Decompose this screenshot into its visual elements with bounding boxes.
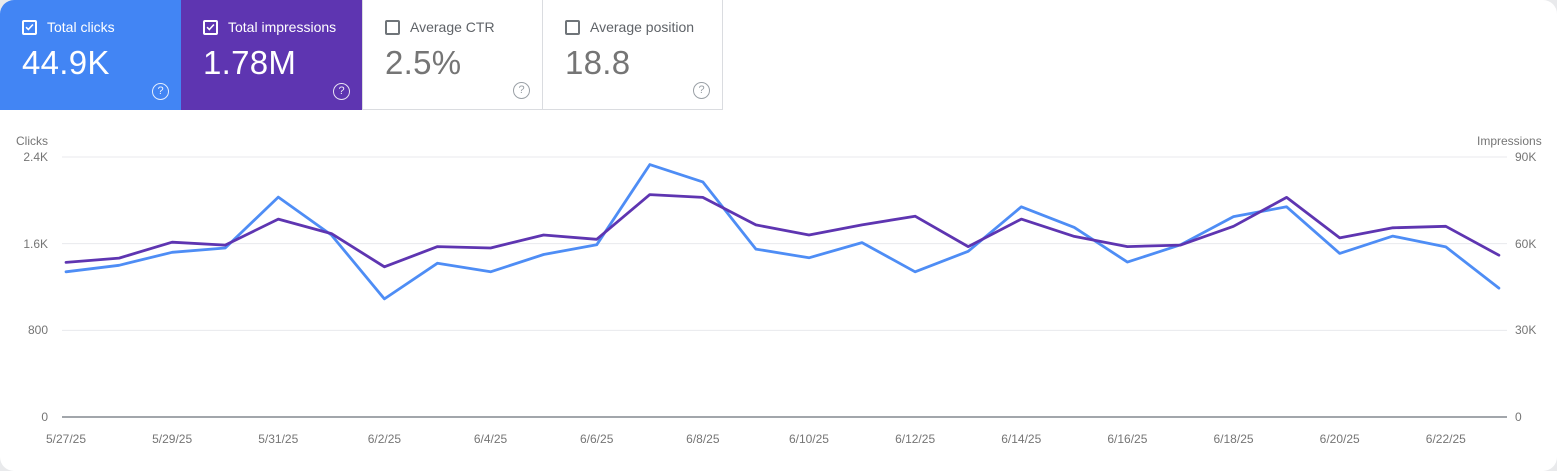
help-icon[interactable]: ? <box>333 83 350 100</box>
metric-card-total-clicks[interactable]: Total clicks 44.9K ? <box>0 0 181 110</box>
help-icon[interactable]: ? <box>693 82 710 99</box>
metric-card-average-ctr[interactable]: Average CTR 2.5% ? <box>362 0 543 110</box>
x-axis-tick-label: 6/4/25 <box>473 432 508 446</box>
x-axis-tick-label: 6/6/25 <box>580 432 614 446</box>
x-axis-tick-label: 6/2/25 <box>367 432 402 446</box>
axis-tick-label: 0 <box>41 410 48 424</box>
checkbox-checked-icon[interactable] <box>203 19 218 35</box>
axis-tick-label: 800 <box>27 323 48 338</box>
help-icon[interactable]: ? <box>513 82 530 99</box>
metric-card-header: Total clicks <box>22 19 181 35</box>
x-axis-tick-label: 6/18/25 <box>1213 432 1254 446</box>
metric-card-label: Total clicks <box>47 19 115 35</box>
metric-cards-row: Total clicks 44.9K ? Total impressions 1… <box>0 0 723 110</box>
metric-card-value: 18.8 <box>565 44 631 81</box>
metric-card-value: 2.5% <box>385 44 462 81</box>
metric-card-header: Total impressions <box>203 19 362 35</box>
metric-card-label: Average CTR <box>410 19 495 35</box>
metric-card-average-position[interactable]: Average position 18.8 ? <box>542 0 723 110</box>
checkbox-unchecked-icon[interactable] <box>565 19 580 35</box>
help-icon[interactable]: ? <box>152 83 169 100</box>
axis-tick-label: 2.4K <box>23 150 48 164</box>
checkbox-unchecked-icon[interactable] <box>385 19 400 35</box>
metric-card-total-impressions[interactable]: Total impressions 1.78M ? <box>181 0 362 110</box>
x-axis-tick-label: 6/22/25 <box>1425 432 1466 446</box>
impressions-line[interactable] <box>64 193 1501 269</box>
x-axis-tick-label: 5/29/25 <box>152 432 193 446</box>
metric-card-label: Average position <box>590 19 695 35</box>
x-axis-tick-label: 6/8/25 <box>686 432 720 446</box>
axis-tick-label: 90K <box>1515 150 1537 164</box>
clicks-line[interactable] <box>64 163 1501 301</box>
axis-tick-label: 1.6K <box>23 236 48 251</box>
metric-card-value: 44.9K <box>22 44 110 81</box>
axis-tick-label: 60K <box>1515 236 1537 251</box>
metric-card-header: Average position <box>565 19 722 35</box>
x-axis-tick-label: 6/14/25 <box>1001 432 1042 446</box>
metric-card-value: 1.78M <box>203 44 297 81</box>
metric-card-label: Total impressions <box>228 19 337 35</box>
axis-tick-label: 0 <box>1515 410 1522 424</box>
metric-card-header: Average CTR <box>385 19 542 35</box>
x-axis-tick-label: 6/16/25 <box>1107 432 1148 446</box>
axis-tick-label: 30K <box>1515 323 1537 338</box>
right-axis-title: Impressions <box>1477 134 1542 148</box>
x-axis-tick-label: 5/27/25 <box>45 432 87 446</box>
x-axis-tick-label: 6/10/25 <box>788 432 829 446</box>
x-axis-tick-label: 6/12/25 <box>895 432 936 446</box>
x-axis-tick-label: 6/20/25 <box>1319 432 1360 446</box>
x-axis-tick-label: 5/31/25 <box>258 432 299 446</box>
checkbox-checked-icon[interactable] <box>22 19 37 35</box>
left-axis-title: Clicks <box>16 134 48 148</box>
